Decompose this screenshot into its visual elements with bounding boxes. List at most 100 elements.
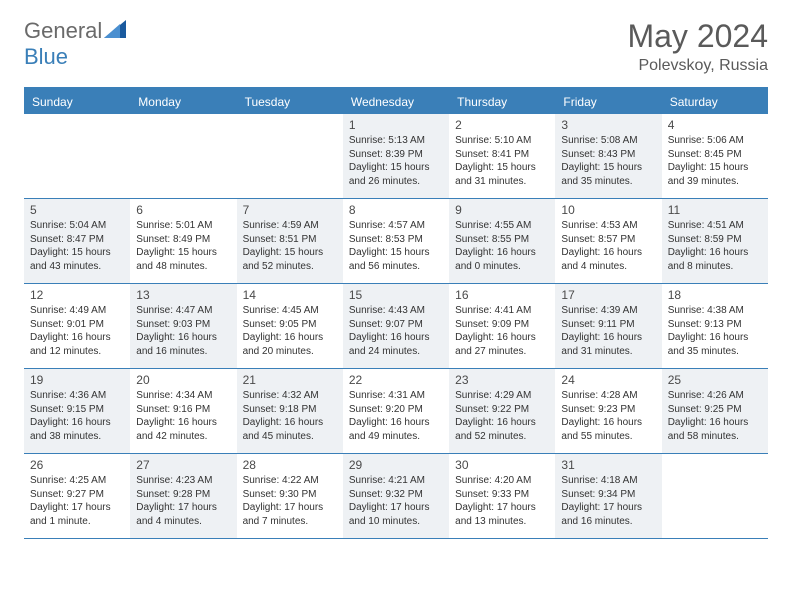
day-number: 14 (243, 288, 337, 302)
calendar-cell: 10 Sunrise: 4:53 AMSunset: 8:57 PMDayligh… (555, 199, 661, 283)
calendar-week: 1 Sunrise: 5:13 AMSunset: 8:39 PMDaylight… (24, 114, 768, 199)
day-number: 15 (349, 288, 443, 302)
day-number: 19 (30, 373, 124, 387)
calendar-cell: 28Sunrise: 4:22 AMSunset: 9:30 PMDayligh… (237, 454, 343, 538)
calendar-cell (130, 114, 236, 198)
calendar-cell: 18Sunrise: 4:38 AMSunset: 9:13 PMDayligh… (662, 284, 768, 368)
day-info: Sunrise: 4:53 AMSunset: 8:57 PMDaylight:… (561, 219, 655, 273)
day-header-cell: Monday (130, 90, 236, 114)
calendar-cell: 25 Sunrise: 4:26 AMSunset: 9:25 PMDayligh… (662, 369, 768, 453)
calendar-cell: 23 Sunrise: 4:29 AMSunset: 9:22 PMDayligh… (449, 369, 555, 453)
day-info: Sunrise: 4:26 AMSunset: 9:25 PMDaylight:… (668, 389, 762, 443)
location-label: Polevskoy, Russia (627, 57, 768, 75)
day-info: Sunrise: 4:47 AMSunset: 9:03 PMDaylight:… (136, 304, 230, 358)
calendar-cell: 22 Sunrise: 4:31 AMSunset: 9:20 PMDayligh… (343, 369, 449, 453)
day-number: 23 (455, 373, 549, 387)
calendar-cell: 31 Sunrise: 4:18 AMSunset: 9:34 PMDayligh… (555, 454, 661, 538)
day-number: 3 (561, 118, 655, 132)
calendar-cell: 17 Sunrise: 4:39 AMSunset: 9:11 PMDayligh… (555, 284, 661, 368)
month-title: May 2024 (627, 18, 768, 55)
day-info: Sunrise: 4:31 AMSunset: 9:20 PMDaylight:… (349, 389, 443, 443)
day-number: 21 (243, 373, 337, 387)
calendar-cell: 14 Sunrise: 4:45 AMSunset: 9:05 PMDayligh… (237, 284, 343, 368)
calendar-cell: 13 Sunrise: 4:47 AMSunset: 9:03 PMDayligh… (130, 284, 236, 368)
calendar-cell: 12 Sunrise: 4:49 AMSunset: 9:01 PMDayligh… (24, 284, 130, 368)
calendar-body: 1 Sunrise: 5:13 AMSunset: 8:39 PMDaylight… (24, 114, 768, 539)
day-number: 26 (30, 458, 124, 472)
day-number: 4 (668, 118, 762, 132)
day-info: Sunrise: 4:51 AMSunset: 8:59 PMDaylight:… (668, 219, 762, 273)
day-number: 31 (561, 458, 655, 472)
day-number: 13 (136, 288, 230, 302)
calendar-cell: 9Sunrise: 4:55 AMSunset: 8:55 PMDaylight… (449, 199, 555, 283)
day-header-cell: Thursday (449, 90, 555, 114)
day-info: Sunrise: 4:49 AMSunset: 9:01 PMDaylight:… (30, 304, 124, 358)
calendar-cell: 4Sunrise: 5:06 AMSunset: 8:45 PMDaylight… (662, 114, 768, 198)
calendar-week: 12 Sunrise: 4:49 AMSunset: 9:01 PMDayligh… (24, 284, 768, 369)
calendar-cell: 30Sunrise: 4:20 AMSunset: 9:33 PMDayligh… (449, 454, 555, 538)
day-info: Sunrise: 4:38 AMSunset: 9:13 PMDaylight:… (668, 304, 762, 358)
day-info: Sunrise: 4:43 AMSunset: 9:07 PMDaylight:… (349, 304, 443, 358)
calendar-cell: 3 Sunrise: 5:08 AMSunset: 8:43 PMDaylight… (555, 114, 661, 198)
day-info: Sunrise: 4:57 AMSunset: 8:53 PMDaylight:… (349, 219, 443, 273)
day-info: Sunrise: 4:45 AMSunset: 9:05 PMDaylight:… (243, 304, 337, 358)
day-info: Sunrise: 4:23 AMSunset: 9:28 PMDaylight:… (136, 474, 230, 528)
day-number: 2 (455, 118, 549, 132)
day-info: Sunrise: 4:25 AMSunset: 9:27 PMDaylight:… (30, 474, 124, 528)
day-number: 20 (136, 373, 230, 387)
day-info: Sunrise: 5:10 AMSunset: 8:41 PMDaylight:… (455, 134, 549, 188)
calendar-cell: 7 Sunrise: 4:59 AMSunset: 8:51 PMDaylight… (237, 199, 343, 283)
calendar-cell (24, 114, 130, 198)
day-info: Sunrise: 5:13 AMSunset: 8:39 PMDaylight:… (349, 134, 443, 188)
day-info: Sunrise: 4:39 AMSunset: 9:11 PMDaylight:… (561, 304, 655, 358)
day-number: 11 (668, 203, 762, 217)
day-info: Sunrise: 4:32 AMSunset: 9:18 PMDaylight:… (243, 389, 337, 443)
calendar-cell: 5Sunrise: 5:04 AMSunset: 8:47 PMDaylight… (24, 199, 130, 283)
calendar-cell: 11 Sunrise: 4:51 AMSunset: 8:59 PMDayligh… (662, 199, 768, 283)
calendar-cell (662, 454, 768, 538)
calendar-cell: 2 Sunrise: 5:10 AMSunset: 8:41 PMDaylight… (449, 114, 555, 198)
header: General May 2024 Polevskoy, Russia (24, 18, 768, 75)
calendar-cell: 1 Sunrise: 5:13 AMSunset: 8:39 PMDaylight… (343, 114, 449, 198)
day-info: Sunrise: 5:01 AMSunset: 8:49 PMDaylight:… (136, 219, 230, 273)
calendar-cell (237, 114, 343, 198)
calendar-cell: 29Sunrise: 4:21 AMSunset: 9:32 PMDayligh… (343, 454, 449, 538)
day-number: 22 (349, 373, 443, 387)
day-number: 7 (243, 203, 337, 217)
calendar-cell: 15 Sunrise: 4:43 AMSunset: 9:07 PMDayligh… (343, 284, 449, 368)
day-header-cell: Tuesday (237, 90, 343, 114)
day-number: 1 (349, 118, 443, 132)
day-number: 27 (136, 458, 230, 472)
day-number: 12 (30, 288, 124, 302)
day-info: Sunrise: 5:08 AMSunset: 8:43 PMDaylight:… (561, 134, 655, 188)
calendar: SundayMondayTuesdayWednesdayThursdayFrid… (24, 87, 768, 539)
day-number: 17 (561, 288, 655, 302)
day-number: 5 (30, 203, 124, 217)
day-header-cell: Wednesday (343, 90, 449, 114)
day-number: 10 (561, 203, 655, 217)
day-number: 25 (668, 373, 762, 387)
day-number: 6 (136, 203, 230, 217)
day-info: Sunrise: 4:36 AMSunset: 9:15 PMDaylight:… (30, 389, 124, 443)
day-number: 24 (561, 373, 655, 387)
day-info: Sunrise: 4:59 AMSunset: 8:51 PMDaylight:… (243, 219, 337, 273)
day-number: 28 (243, 458, 337, 472)
day-info: Sunrise: 4:28 AMSunset: 9:23 PMDaylight:… (561, 389, 655, 443)
calendar-week: 19 Sunrise: 4:36 AMSunset: 9:15 PMDayligh… (24, 369, 768, 454)
day-header-cell: Sunday (24, 90, 130, 114)
day-info: Sunrise: 4:20 AMSunset: 9:33 PMDaylight:… (455, 474, 549, 528)
day-info: Sunrise: 4:18 AMSunset: 9:34 PMDaylight:… (561, 474, 655, 528)
calendar-week: 5Sunrise: 5:04 AMSunset: 8:47 PMDaylight… (24, 199, 768, 284)
day-info: Sunrise: 4:21 AMSunset: 9:32 PMDaylight:… (349, 474, 443, 528)
day-info: Sunrise: 4:29 AMSunset: 9:22 PMDaylight:… (455, 389, 549, 443)
day-info: Sunrise: 4:41 AMSunset: 9:09 PMDaylight:… (455, 304, 549, 358)
day-header-cell: Saturday (662, 90, 768, 114)
calendar-cell: 26 Sunrise: 4:25 AMSunset: 9:27 PMDayligh… (24, 454, 130, 538)
logo-text-general: General (24, 18, 102, 44)
logo-blue-row: Blue (24, 44, 68, 70)
calendar-cell: 27 Sunrise: 4:23 AMSunset: 9:28 PMDayligh… (130, 454, 236, 538)
logo-triangle-icon (104, 20, 126, 43)
logo: General (24, 18, 128, 44)
day-number: 8 (349, 203, 443, 217)
title-block: May 2024 Polevskoy, Russia (627, 18, 768, 75)
